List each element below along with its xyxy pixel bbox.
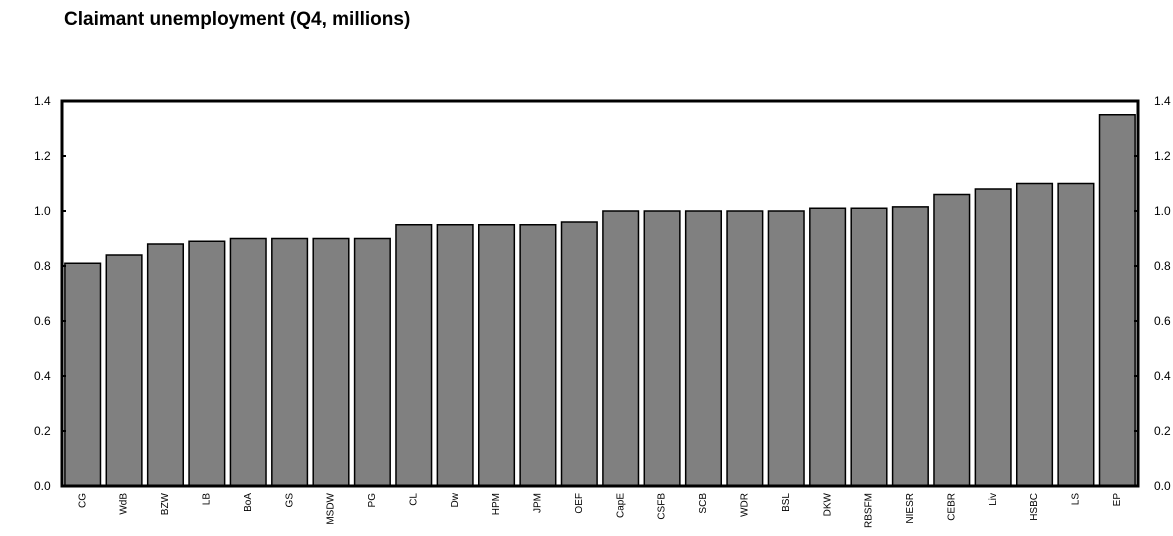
category-label: LS: [1071, 493, 1082, 506]
category-label: CG: [77, 493, 88, 508]
bar-CEBR: [933, 193, 971, 487]
category-label: NIESR: [905, 493, 916, 524]
category-label: JPM: [533, 493, 544, 513]
right-tick-label: 0.8: [1154, 259, 1171, 273]
bar-NIESR: [891, 206, 929, 487]
category-label: CL: [408, 493, 419, 506]
right-tick-label: 1.4: [1154, 94, 1171, 108]
left-tick-label: 0.2: [34, 424, 51, 438]
left-tick-label: 0.0: [34, 479, 51, 493]
left-tick-label: 1.0: [34, 204, 51, 218]
bar-PG: [353, 237, 391, 487]
category-label: DKW: [822, 492, 833, 516]
bar-CapE: [602, 210, 640, 487]
left-tick-label: 0.8: [34, 259, 51, 273]
bar-CL: [395, 224, 433, 487]
bar-JPM: [519, 224, 557, 487]
category-label: WdB: [119, 493, 130, 515]
bar-CSFB: [643, 210, 681, 487]
bar-DKW: [809, 207, 847, 487]
bar-Liv: [974, 188, 1012, 487]
category-label: CEBR: [946, 493, 957, 521]
right-axis-ticks: 0.0 0.2 0.4 0.6 0.8 1.0 1.2 1.4: [1134, 94, 1171, 493]
category-label: WDR: [739, 493, 750, 517]
category-label: BSL: [781, 493, 792, 512]
category-label: OEF: [574, 493, 585, 514]
category-label: CSFB: [657, 493, 668, 520]
bar-LB: [188, 240, 226, 487]
chart-title: Claimant unemployment (Q4, millions): [64, 9, 411, 30]
left-tick-label: 1.2: [34, 149, 51, 163]
category-label: HPM: [491, 493, 502, 515]
category-label: LB: [201, 493, 212, 506]
category-label: Liv: [988, 493, 999, 506]
bar-MSDW: [312, 237, 350, 487]
bar-SCB: [684, 210, 723, 487]
left-tick-label: 0.6: [34, 314, 51, 328]
bar-CG: [64, 262, 102, 487]
right-tick-label: 0.0: [1154, 479, 1171, 493]
right-tick-label: 0.4: [1154, 369, 1171, 383]
bar-BoA: [229, 237, 267, 487]
category-label: CapE: [615, 493, 626, 518]
left-tick-label: 0.4: [34, 369, 51, 383]
bar-EP: [1098, 114, 1136, 487]
bar-BSL: [767, 210, 805, 487]
category-labels: CG WdB BZW LB BoA GS MSDW PG CL Dw HPM JPM OEF CapE CS…: [77, 492, 1123, 528]
left-tick-label: 1.4: [34, 94, 51, 108]
bar-Dw: [436, 224, 474, 487]
category-label: Dw: [450, 492, 461, 507]
right-tick-label: 1.0: [1154, 204, 1171, 218]
category-label: HSBC: [1029, 493, 1040, 521]
bar-BZW: [146, 243, 185, 487]
category-label: BoA: [243, 493, 254, 512]
bars-group: [64, 114, 1136, 487]
bar-HPM: [477, 224, 516, 487]
bar-HSBC: [1015, 182, 1054, 487]
right-tick-label: 1.2: [1154, 149, 1171, 163]
bar-LS: [1057, 182, 1095, 487]
right-tick-label: 0.6: [1154, 314, 1171, 328]
category-label: BZW: [160, 492, 171, 515]
bar-WdB: [105, 254, 143, 487]
right-tick-label: 0.2: [1154, 424, 1171, 438]
bar-OEF: [560, 221, 598, 487]
category-label: GS: [284, 493, 295, 508]
category-label: PG: [367, 493, 378, 508]
plot-frame: [60, 99, 1140, 488]
category-label: EP: [1112, 493, 1123, 507]
bar-RBSFM: [850, 207, 888, 487]
category-label: RBSFM: [864, 493, 875, 528]
category-label: SCB: [698, 493, 709, 514]
bar-WDR: [726, 210, 764, 487]
bar-GS: [271, 237, 309, 487]
category-label: MSDW: [326, 492, 337, 524]
